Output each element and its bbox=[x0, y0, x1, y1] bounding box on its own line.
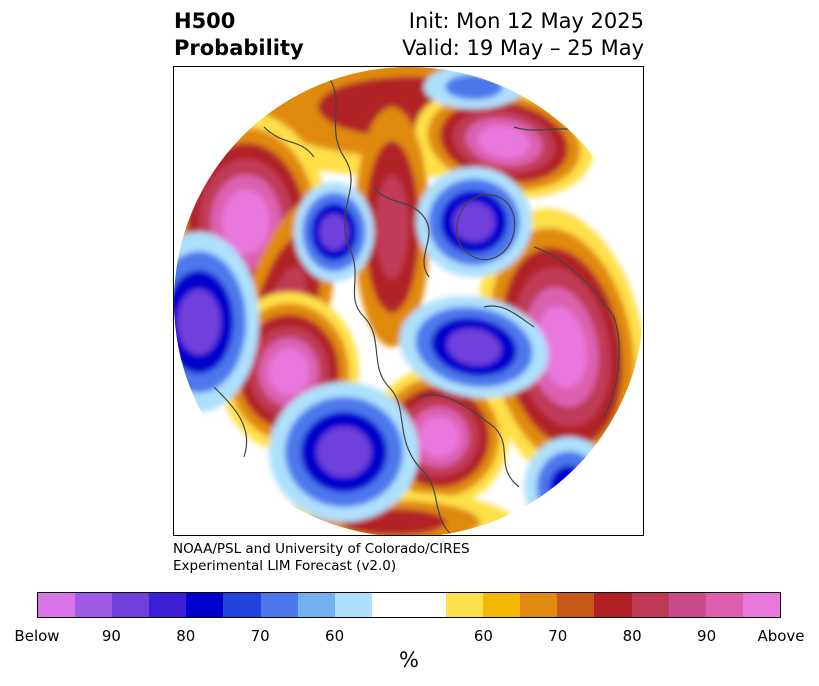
coastline-7 bbox=[213, 386, 248, 458]
colorbar-tick-label: 80 bbox=[176, 627, 196, 645]
colorbar-cell bbox=[297, 593, 335, 617]
credit-block: NOAA/PSL and University of Colorado/CIRE… bbox=[173, 541, 470, 575]
polar-map bbox=[173, 66, 644, 536]
cold-top-pocket bbox=[424, 67, 524, 109]
colorbar-cell bbox=[75, 593, 113, 617]
coastline-6 bbox=[263, 126, 315, 158]
colorbar-cell bbox=[631, 593, 669, 617]
colorbar-tick-label: 70 bbox=[548, 627, 568, 645]
coastline-0 bbox=[323, 71, 365, 318]
colorbar-cell bbox=[520, 593, 558, 617]
colorbar-cell bbox=[334, 593, 372, 617]
polar-map-svg bbox=[174, 67, 643, 535]
colorbar-cell bbox=[446, 593, 484, 617]
cold-center-right bbox=[399, 296, 549, 398]
coastline-3 bbox=[456, 194, 516, 261]
colorbar-tick-label: Above bbox=[757, 627, 805, 645]
valid-date: Valid: 19 May – 25 May bbox=[402, 36, 644, 60]
coastline-4 bbox=[533, 246, 620, 418]
probability-field bbox=[174, 67, 643, 535]
colorbar-cell bbox=[742, 593, 780, 617]
colorbar-cell bbox=[705, 593, 743, 617]
coastline-2 bbox=[418, 394, 520, 488]
colorbar-cell bbox=[112, 593, 150, 617]
cold-lower-right bbox=[524, 437, 614, 535]
colorbar-cell bbox=[408, 593, 447, 617]
init-date: Init: Mon 12 May 2025 bbox=[408, 9, 644, 33]
colorbar-tick-label: 60 bbox=[473, 627, 493, 645]
title-block: H500 Probability bbox=[174, 8, 304, 62]
colorbar bbox=[37, 592, 781, 618]
warm-north-arc bbox=[414, 85, 594, 199]
date-block: Init: Mon 12 May 2025 Valid: 19 May – 25… bbox=[402, 8, 644, 62]
coastline-8 bbox=[373, 186, 430, 278]
coastline-9 bbox=[483, 305, 535, 328]
coastline-1 bbox=[363, 316, 455, 535]
colorbar-tick-label: 90 bbox=[101, 627, 121, 645]
colorbar-cell bbox=[483, 593, 521, 617]
cold-nw bbox=[294, 182, 374, 282]
colorbar-tick-label: Below bbox=[14, 627, 60, 645]
credit-line-1: NOAA/PSL and University of Colorado/CIRE… bbox=[173, 541, 470, 557]
colorbar-cell bbox=[223, 593, 261, 617]
colorbar-tick-label: 70 bbox=[250, 627, 270, 645]
colorbar-cell bbox=[371, 593, 409, 617]
colorbar-tick-label: 80 bbox=[622, 627, 642, 645]
title-line-1: H500 bbox=[174, 9, 236, 33]
warm-column bbox=[354, 107, 430, 347]
colorbar-cell bbox=[38, 593, 76, 617]
credit-line-2: Experimental LIM Forecast (v2.0) bbox=[173, 558, 397, 574]
warm-right bbox=[477, 208, 643, 486]
colorbar-cell bbox=[557, 593, 595, 617]
colorbar-cell bbox=[594, 593, 632, 617]
colorbar-tick-label: 60 bbox=[325, 627, 345, 645]
cold-lower-left bbox=[269, 382, 419, 522]
colorbar-cell bbox=[260, 593, 298, 617]
colorbar-cell bbox=[149, 593, 187, 617]
cold-north bbox=[416, 167, 532, 277]
title-line-2: Probability bbox=[174, 36, 304, 60]
colorbar-tick-label: 90 bbox=[697, 627, 717, 645]
colorbar-cell bbox=[186, 593, 224, 617]
colorbar-cell bbox=[668, 593, 706, 617]
colorbar-unit-label: % bbox=[399, 648, 419, 672]
